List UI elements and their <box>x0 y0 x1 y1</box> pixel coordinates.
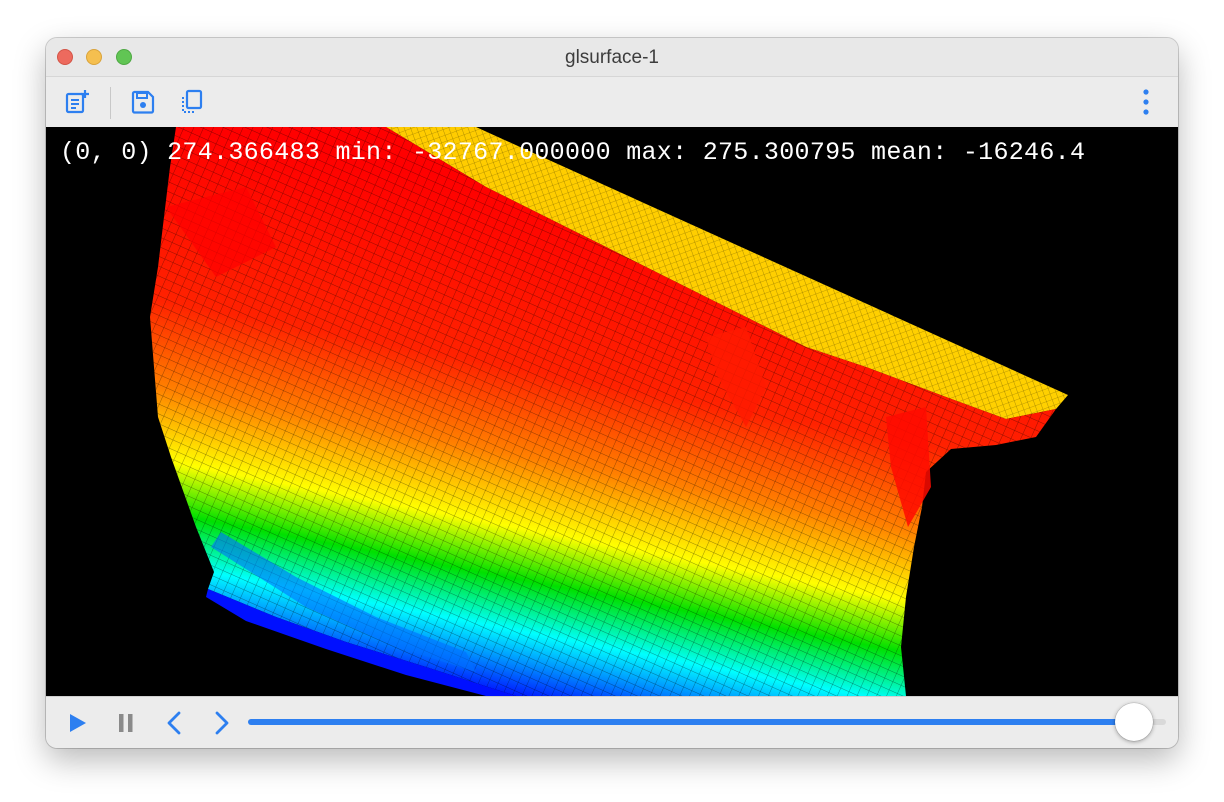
title-bar: glsurface-1 <box>46 38 1178 76</box>
previous-icon <box>167 711 181 735</box>
surface-viewport[interactable]: (0, 0) 274.366483 min: -32767.000000 max… <box>46 127 1178 696</box>
save-button[interactable] <box>128 87 158 117</box>
next-frame-button[interactable] <box>208 709 236 737</box>
surface-plot <box>150 127 1068 696</box>
minimize-window-button[interactable] <box>86 49 102 65</box>
next-icon <box>215 711 229 735</box>
add-document-icon <box>65 90 89 114</box>
frame-slider[interactable] <box>248 703 1166 741</box>
playback-controls <box>46 696 1178 748</box>
stats-overlay: (0, 0) 274.366483 min: -32767.000000 max… <box>60 138 1086 167</box>
more-options-button[interactable] <box>1131 87 1161 117</box>
close-window-button[interactable] <box>57 49 73 65</box>
previous-frame-button[interactable] <box>160 709 188 737</box>
zoom-window-button[interactable] <box>116 49 132 65</box>
copy-frames-button[interactable] <box>176 87 206 117</box>
toolbar-separator <box>110 87 111 119</box>
play-button[interactable] <box>63 709 91 737</box>
window-title: glsurface-1 <box>565 47 659 68</box>
pause-icon <box>119 714 133 732</box>
copy-frames-icon <box>182 89 203 113</box>
toolbar <box>46 76 1178 127</box>
frame-slider-fill <box>248 719 1134 725</box>
app-window: glsurface-1 <box>46 38 1178 748</box>
frame-slider-thumb[interactable] <box>1114 703 1153 741</box>
pause-button[interactable] <box>112 709 140 737</box>
play-icon <box>70 714 86 732</box>
save-icon <box>131 90 155 114</box>
more-vertical-icon <box>1143 89 1149 115</box>
add-document-button[interactable] <box>62 87 92 117</box>
